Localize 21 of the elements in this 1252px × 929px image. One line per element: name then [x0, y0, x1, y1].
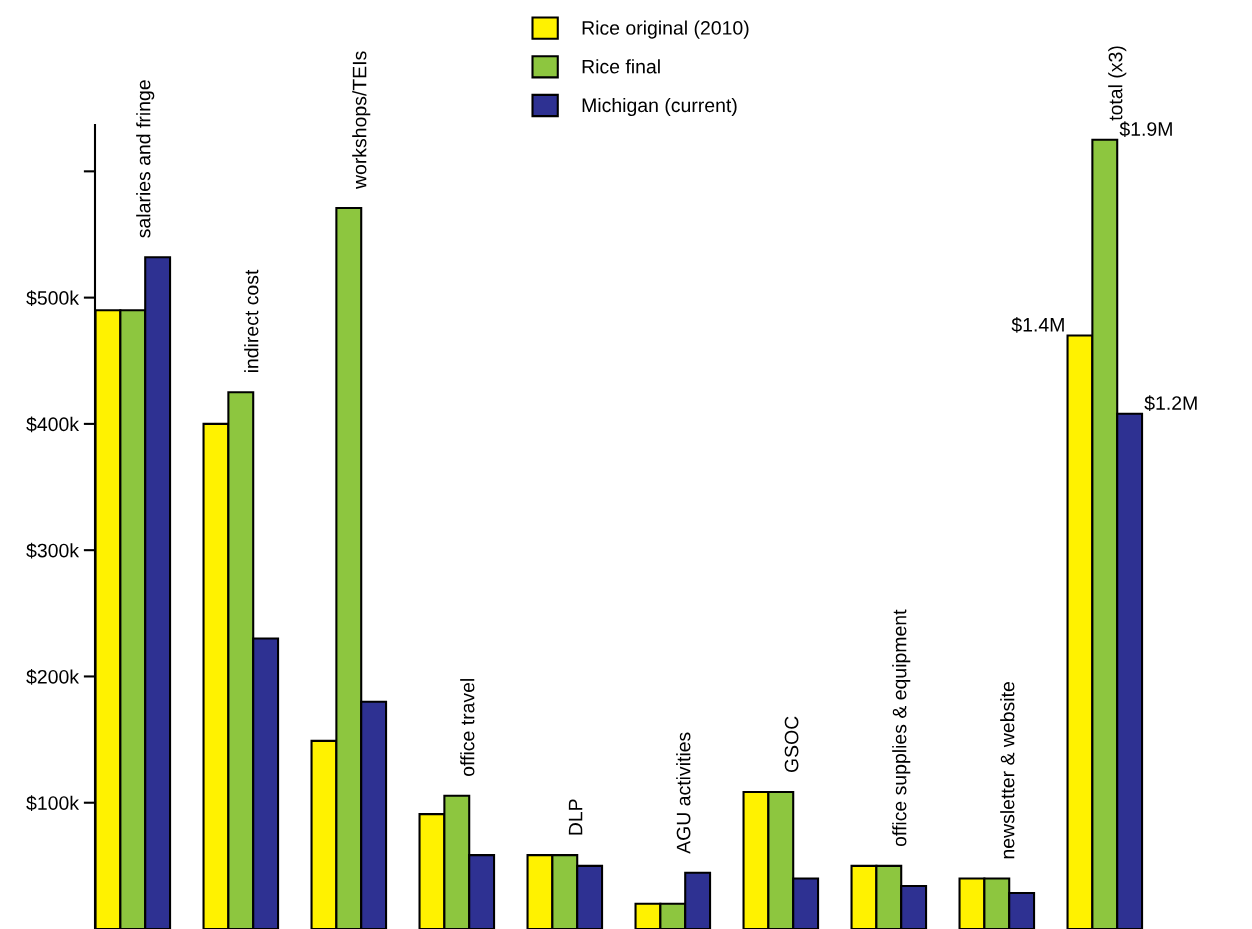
- legend-label: Michigan (current): [582, 97, 737, 117]
- x-tick-label: workshops/TEIs: [352, 51, 371, 190]
- y-tick-label: $400k: [26, 416, 80, 433]
- x-tick-label: total (x3): [1108, 46, 1127, 121]
- annotation: $1.2M: [1144, 395, 1197, 412]
- annotation: $1.4M: [1011, 317, 1064, 333]
- y-tick-label: $100k: [26, 795, 80, 812]
- x-tick-label: GSOC: [784, 716, 799, 773]
- x-tick-label: DLP: [568, 799, 583, 835]
- x-tick-label: newsletter & website: [1000, 682, 1015, 859]
- y-tick-label: $500k: [26, 290, 80, 307]
- x-tick-label: salaries and fringe: [136, 80, 155, 238]
- y-tick-label: $300k: [26, 542, 80, 559]
- x-tick-label: office travel: [460, 679, 475, 777]
- y-tick-label: $200k: [26, 669, 80, 685]
- x-tick-label: AGU activities: [676, 732, 691, 854]
- x-tick-label: indirect cost: [244, 269, 259, 373]
- legend-label: Rice final: [582, 59, 660, 74]
- legend-label: Rice original (2010): [582, 20, 749, 39]
- x-tick-label: office supplies & equipment: [892, 609, 911, 847]
- annotation: $1.9M: [1119, 121, 1172, 138]
